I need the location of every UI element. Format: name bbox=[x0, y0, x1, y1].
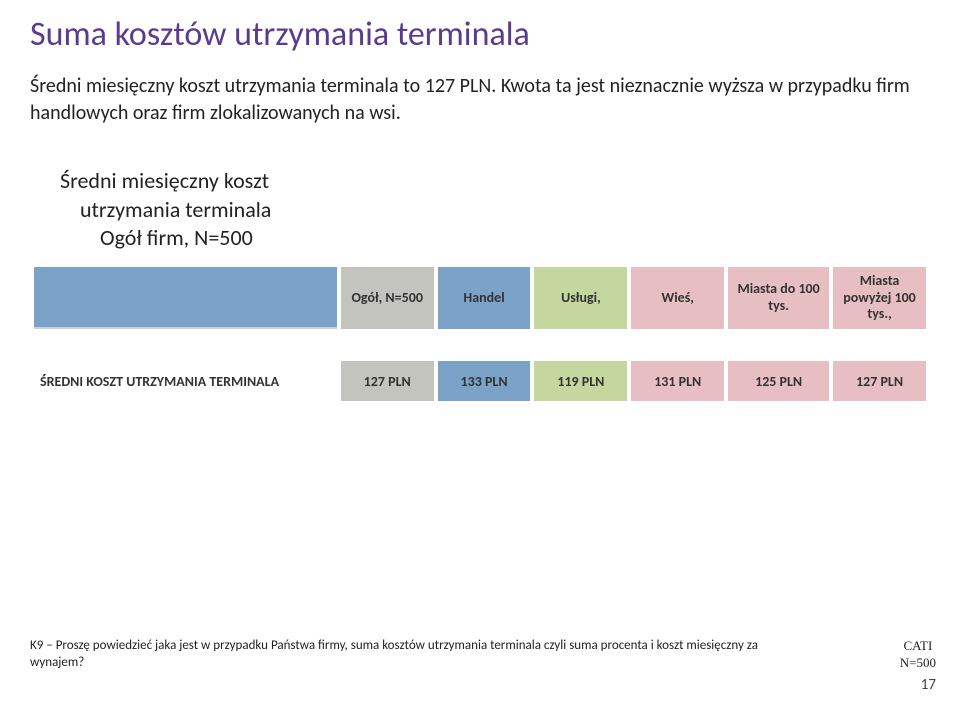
footer-question: K9 – Proszę powiedzieć jaka jest w przyp… bbox=[30, 638, 790, 672]
caption-line-1: Średni miesięczny koszt bbox=[60, 167, 930, 196]
cell-2: 119 PLN bbox=[534, 361, 627, 401]
spacer-row bbox=[34, 331, 926, 359]
caption-line-2: utrzymania terminala bbox=[60, 196, 930, 225]
header-col-2: Usługi, bbox=[534, 267, 627, 329]
data-row: ŚREDNI KOSZT UTRZYMANIA TERMINALA 127 PL… bbox=[34, 361, 926, 401]
slide-container: Suma kosztów utrzymania terminala Średni… bbox=[0, 0, 960, 702]
cell-4: 125 PLN bbox=[728, 361, 829, 401]
table-caption: Średni miesięczny koszt utrzymania termi… bbox=[60, 167, 930, 253]
row-label: ŚREDNI KOSZT UTRZYMANIA TERMINALA bbox=[34, 361, 337, 401]
header-row: Ogół, N=500 Handel Usługi, Wieś, Miasta … bbox=[34, 267, 926, 329]
header-col-3: Wieś, bbox=[631, 267, 724, 329]
cati-line-1: CATI bbox=[900, 638, 936, 655]
data-table: Ogół, N=500 Handel Usługi, Wieś, Miasta … bbox=[30, 265, 930, 403]
page-number: 17 bbox=[921, 676, 936, 694]
header-col-4: Miasta do 100 tys. bbox=[728, 267, 829, 329]
cati-label: CATI N=500 bbox=[900, 638, 936, 672]
cell-1: 133 PLN bbox=[438, 361, 531, 401]
header-col-1: Handel bbox=[438, 267, 531, 329]
header-col-0: Ogół, N=500 bbox=[341, 267, 434, 329]
cati-line-2: N=500 bbox=[900, 655, 936, 672]
header-col-5: Miasta powyżej 100 tys., bbox=[833, 267, 926, 329]
slide-subtitle: Średni miesięczny koszt utrzymania termi… bbox=[30, 73, 930, 127]
header-empty bbox=[34, 267, 337, 329]
cell-5: 127 PLN bbox=[833, 361, 926, 401]
caption-line-3: Ogół firm, N=500 bbox=[60, 224, 930, 253]
slide-title: Suma kosztów utrzymania terminala bbox=[30, 14, 930, 55]
cell-0: 127 PLN bbox=[341, 361, 434, 401]
cell-3: 131 PLN bbox=[631, 361, 724, 401]
